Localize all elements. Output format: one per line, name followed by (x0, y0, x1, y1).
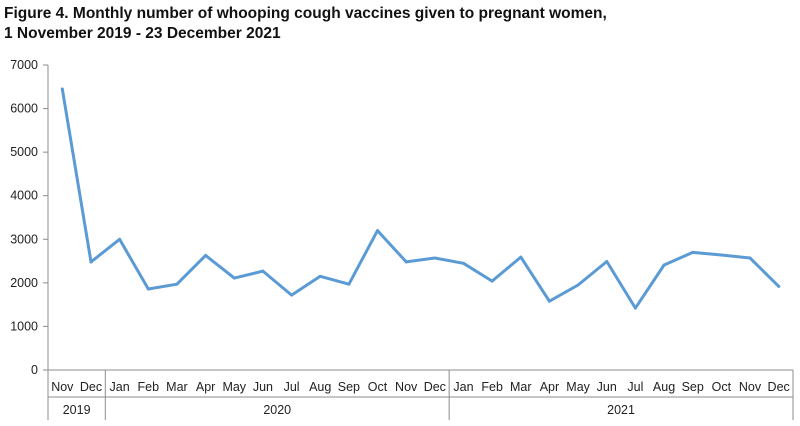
data-point (118, 237, 122, 241)
data-point (748, 256, 752, 260)
x-tick-label: Oct (368, 380, 388, 394)
data-point (376, 229, 380, 233)
y-tick-label: 4000 (10, 189, 38, 203)
x-tick-label: Dec (424, 380, 446, 394)
x-tick-label: Feb (481, 380, 503, 394)
x-tick-label: Nov (51, 380, 74, 394)
data-point (691, 250, 695, 254)
data-point (633, 306, 637, 310)
chart-subtitle: 1 November 2019 - 23 December 2021 (4, 25, 281, 42)
x-tick-label: May (222, 380, 246, 394)
y-tick-label: 6000 (10, 102, 38, 116)
x-tick-label: May (566, 380, 590, 394)
x-tick-label: Apr (540, 380, 559, 394)
data-point (232, 276, 236, 280)
x-tick-label: Aug (309, 380, 331, 394)
data-point (347, 282, 351, 286)
data-point (605, 260, 609, 264)
data-point (404, 260, 408, 264)
data-point (433, 256, 437, 260)
x-tick-label: Apr (196, 380, 215, 394)
y-tick-label: 1000 (10, 319, 38, 333)
x-tick-label: Nov (739, 380, 762, 394)
x-tick-label: Feb (138, 380, 160, 394)
series-line (60, 87, 781, 310)
x-tick-label: Aug (653, 380, 675, 394)
y-tick-label: 5000 (10, 145, 38, 159)
data-point (60, 87, 64, 91)
data-point (89, 260, 93, 264)
y-tick-label: 7000 (10, 58, 38, 72)
x-tick-label: Dec (80, 380, 102, 394)
x-tick-label: Jun (253, 380, 273, 394)
data-point (490, 279, 494, 283)
data-point (547, 299, 551, 303)
x-tick-label: Mar (166, 380, 188, 394)
data-point (662, 263, 666, 267)
x-tick-label: Jun (597, 380, 617, 394)
x-tick-label: Jan (110, 380, 130, 394)
data-point (576, 283, 580, 287)
x-tick-label: Jan (453, 380, 473, 394)
data-point (777, 284, 781, 288)
x-tick-label: Sep (682, 380, 704, 394)
y-tick-label: 3000 (10, 232, 38, 246)
data-point (461, 261, 465, 265)
x-tick-label: Nov (395, 380, 418, 394)
chart-title: Figure 4. Monthly number of whooping cou… (4, 5, 607, 22)
data-point (318, 274, 322, 278)
data-point (290, 293, 294, 297)
chart-title-block: Figure 4. Monthly number of whooping cou… (4, 4, 796, 44)
data-point (519, 255, 523, 259)
x-tick-label: Oct (712, 380, 732, 394)
y-tick-label: 2000 (10, 276, 38, 290)
x-tick-label: Jul (284, 380, 300, 394)
x-tick-label: Jul (627, 380, 643, 394)
x-tick-label: Dec (768, 380, 790, 394)
data-point (719, 253, 723, 257)
x-tick-label: Sep (338, 380, 360, 394)
data-point (175, 282, 179, 286)
year-group-label: 2019 (63, 403, 91, 417)
y-tick-label: 0 (31, 363, 38, 377)
data-point (146, 287, 150, 291)
x-tick-label: Mar (510, 380, 532, 394)
data-point (204, 253, 208, 257)
year-group-label: 2021 (607, 403, 635, 417)
data-point (261, 269, 265, 273)
year-group-label: 2020 (263, 403, 291, 417)
